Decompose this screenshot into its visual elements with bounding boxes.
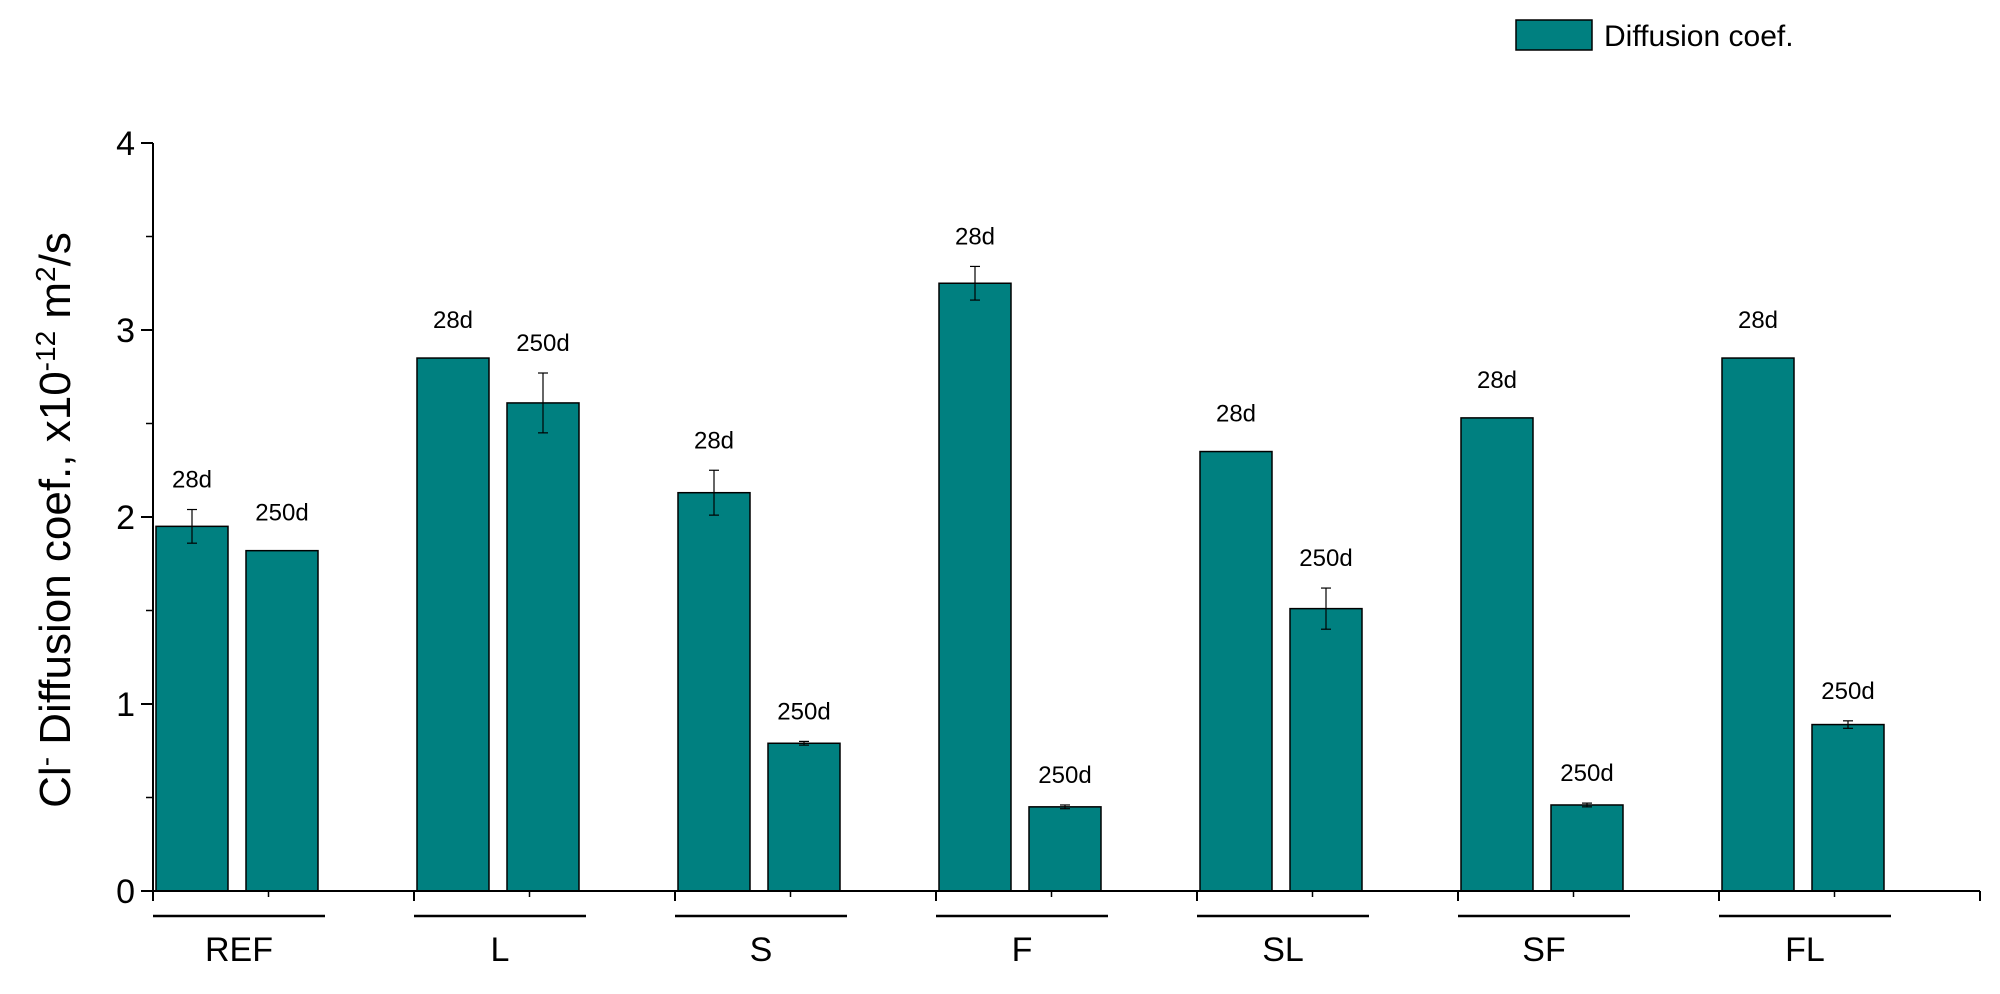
legend-label: Diffusion coef.: [1604, 20, 1794, 53]
bar-label: 250d: [1299, 545, 1352, 572]
bar-f-250d: [1028, 806, 1102, 892]
y-tick-label: 0: [116, 873, 135, 911]
legend: Diffusion coef.: [1515, 19, 1794, 53]
bar-sl-250d: [1289, 607, 1363, 892]
bar-sf-28d: [1460, 417, 1534, 892]
bar-ref-250d: [245, 549, 319, 892]
legend-swatch: [1515, 19, 1593, 51]
x-tick-label-l: L: [491, 931, 510, 969]
bar-label: 28d: [1477, 367, 1517, 394]
bar-label: 28d: [433, 307, 473, 334]
bar-label: 250d: [777, 698, 830, 725]
y-label-unit: m: [31, 282, 80, 331]
bar-label: 250d: [1038, 762, 1091, 789]
x-tick-label-ref: REF: [205, 931, 273, 969]
y-label-mid-sup: -12: [30, 331, 61, 371]
bar-label: 28d: [1738, 307, 1778, 334]
bar-label: 28d: [694, 427, 734, 454]
x-tick-label-fl: FL: [1785, 931, 1825, 969]
bar-f-28d: [938, 282, 1012, 892]
bar-label: 250d: [1560, 760, 1613, 787]
y-label-base: Cl: [31, 766, 80, 808]
bar-sf-250d: [1550, 804, 1624, 892]
bar-label: 250d: [516, 330, 569, 357]
y-label-unit-sup: 2: [30, 266, 61, 282]
y-axis-label-group: Cl- Diffusion coef., x10-12 m2/s: [30, 232, 81, 808]
y-label-base-sup: -: [30, 757, 61, 766]
bar-ref-28d: [155, 525, 229, 892]
bar-label: 250d: [255, 500, 308, 527]
x-tick-label-s: S: [750, 931, 773, 969]
y-tick-label: 1: [116, 686, 135, 724]
bar-label: 28d: [955, 223, 995, 250]
y-tick-label: 2: [116, 499, 135, 537]
bars-layer: [155, 282, 1885, 892]
bar-label: 28d: [172, 467, 212, 494]
bar-fl-28d: [1721, 357, 1795, 892]
bar-l-250d: [506, 402, 580, 892]
bar-label: 28d: [1216, 401, 1256, 428]
y-tick-label: 3: [116, 312, 135, 350]
bar-label: 250d: [1821, 678, 1874, 705]
error-bars-layer: [187, 265, 1853, 810]
x-tick-label-sl: SL: [1262, 931, 1304, 969]
y-tick-label: 4: [116, 125, 135, 163]
bar-labels-layer: 28d 250d 28d 250d 28d 250d 28d 250d 28d 250d 28d 25…: [172, 223, 1875, 789]
x-tick-label-f: F: [1012, 931, 1033, 969]
y-axis-label: Cl- Diffusion coef., x10-12 m2/s: [30, 232, 81, 808]
bar-sl-28d: [1199, 450, 1273, 892]
bar-l-28d: [416, 357, 490, 892]
bar-fl-250d: [1811, 723, 1885, 892]
x-tick-label-sf: SF: [1522, 931, 1565, 969]
bar-s-28d: [677, 491, 751, 892]
bar-s-250d: [767, 742, 841, 892]
y-label-tail: /s: [31, 232, 80, 266]
y-label-mid: Diffusion coef., x10: [31, 371, 80, 757]
